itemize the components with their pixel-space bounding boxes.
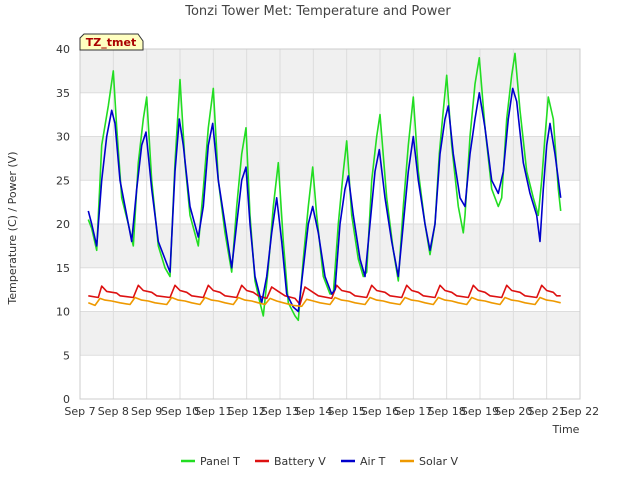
x-tick-label: Sep 17 [394, 405, 432, 418]
chart-title: Tonzi Tower Met: Temperature and Power [184, 4, 451, 19]
series-line-air-t [87, 87, 562, 313]
x-tick-label: Sep 9 [131, 405, 162, 418]
x-tick-label: Sep 22 [561, 405, 599, 418]
x-tick-label: Sep 18 [428, 405, 466, 418]
x-tick-label: Sep 19 [461, 405, 499, 418]
plot-band [80, 136, 580, 181]
x-tick-label: Sep 14 [294, 405, 332, 418]
x-tick-label: Sep 12 [228, 405, 266, 418]
y-tick-label: 40 [56, 43, 70, 56]
x-tick-label: Sep 7 [64, 405, 95, 418]
legend-label-panel-t: Panel T [200, 455, 240, 468]
x-tick-label: Sep 21 [528, 405, 566, 418]
y-tick-label: 30 [56, 131, 70, 144]
plot-frame [79, 48, 581, 400]
y-tick-label: 15 [56, 262, 70, 275]
y-tick-label: 35 [56, 87, 70, 100]
y-tick-label: 0 [63, 393, 70, 406]
x-tick-label: Sep 20 [494, 405, 532, 418]
x-tick-label: Sep 15 [328, 405, 366, 418]
x-tick-label: Sep 10 [161, 405, 199, 418]
y-tick-label: 25 [56, 174, 70, 187]
plot-band [80, 49, 580, 93]
site-label-box: TZ_tmet [79, 33, 144, 51]
x-tick-label: Sep 8 [98, 405, 129, 418]
site-label: TZ_tmet [86, 36, 136, 49]
legend-label-battery-v: Battery V [274, 455, 326, 468]
legend: Panel T Battery V Air T Solar V [181, 455, 459, 468]
x-tick-label: Sep 16 [361, 405, 399, 418]
y-tick-label: 10 [56, 306, 70, 319]
series-layer [87, 52, 562, 322]
site-label-tag [79, 33, 144, 51]
plot-bands [80, 49, 580, 356]
x-tick-label: Sep 11 [194, 405, 232, 418]
y-axis-label: Temperature (C) / Power (V) [6, 151, 19, 305]
series-line-solar-v [88, 296, 561, 308]
x-tick-label: Sep 13 [261, 405, 299, 418]
y-tick-labels: 0 5 10 15 20 25 30 35 40 [56, 43, 70, 406]
x-axis-label: Time [552, 423, 580, 436]
legend-label-air-t: Air T [360, 455, 386, 468]
plot-band [80, 311, 580, 356]
legend-label-solar-v: Solar V [419, 455, 459, 468]
plot-band [80, 224, 580, 268]
series-line-battery-v [88, 284, 561, 306]
y-tick-label: 20 [56, 218, 70, 231]
y-tick-label: 5 [63, 349, 70, 362]
